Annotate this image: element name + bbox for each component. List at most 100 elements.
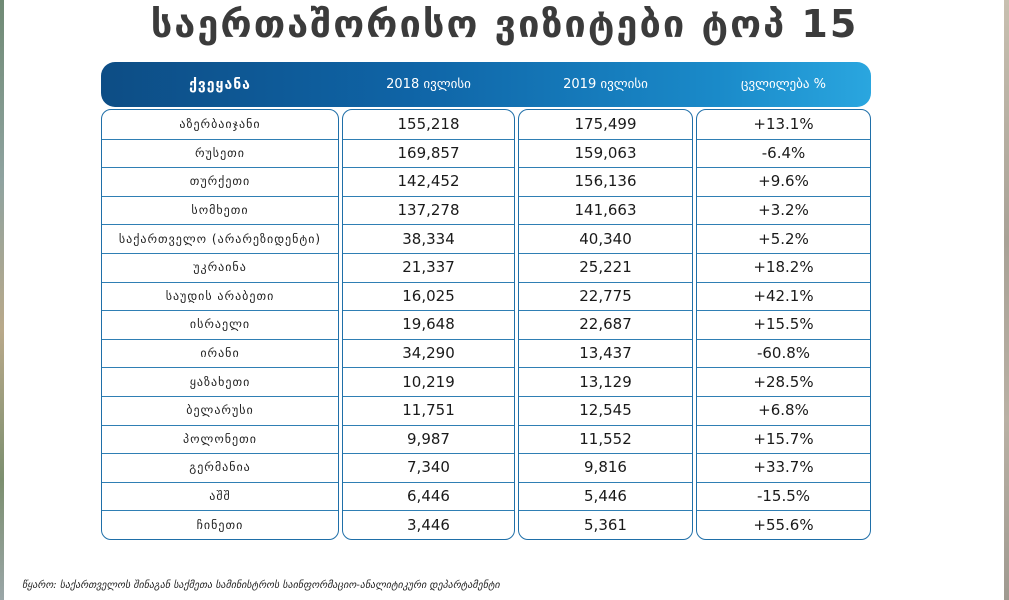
row-divider [519, 396, 692, 397]
row-divider [102, 367, 338, 369]
value-2018-cell: 142,452 [397, 172, 460, 191]
row-divider [343, 138, 514, 140]
row-divider [519, 481, 692, 483]
row-divider [102, 224, 338, 226]
value-2018-cell: 19,648 [402, 315, 455, 334]
row-divider [102, 281, 338, 283]
value-2019-cell: 5,446 [584, 487, 627, 506]
change-cell: +42.1% [753, 286, 814, 305]
value-2018-cell: 3,446 [407, 515, 450, 534]
row-divider [697, 396, 870, 397]
value-2018-cell: 169,857 [397, 143, 460, 162]
country-cell: ყაზახეთი [189, 374, 251, 389]
row-divider [102, 396, 338, 397]
value-2019-cell: 159,063 [574, 143, 637, 162]
change-cell: +28.5% [753, 372, 814, 391]
header-2018: 2018 ივლისი [386, 77, 471, 92]
value-2019-cell: 13,129 [579, 372, 632, 391]
value-2018-cell: 38,334 [402, 229, 455, 248]
change-cell: +15.7% [753, 429, 814, 448]
row-divider [519, 338, 692, 340]
value-2018-cell: 155,218 [397, 115, 460, 134]
change-cell: +55.6% [753, 515, 814, 534]
value-2019-cell: 12,545 [579, 401, 632, 420]
row-divider [519, 510, 692, 512]
change-cell: +6.8% [758, 401, 809, 420]
value-2018-cell: 9,987 [407, 429, 450, 448]
country-cell: ისრაელი [189, 317, 251, 332]
value-2018-cell: 21,337 [402, 258, 455, 277]
row-divider [343, 253, 514, 254]
change-cell: +18.2% [753, 258, 814, 277]
value-2019-cell: 156,136 [574, 172, 637, 191]
right-edge-decoration [1004, 0, 1009, 600]
value-2018-cell: 10,219 [402, 372, 455, 391]
row-divider [343, 167, 514, 169]
value-2018-cell: 11,751 [402, 401, 455, 420]
row-divider [102, 510, 338, 512]
value-2018-cell: 6,446 [407, 487, 450, 506]
row-divider [343, 396, 514, 397]
row-divider [697, 453, 870, 455]
row-divider [697, 281, 870, 283]
change-column: +13.1% -6.4% +9.6% +3.2% +5.2% +18.2% +42.1% +1… [696, 109, 871, 540]
row-divider [697, 310, 870, 312]
row-divider [102, 338, 338, 340]
page-title: საერთაშორისო ვიზიტები ტოპ 15 [150, 2, 859, 46]
row-divider [102, 167, 338, 169]
value-2019-cell: 22,775 [579, 286, 632, 305]
row-divider [343, 510, 514, 512]
country-column: აზერბაიჯანი რუსეთი თურქეთი სომხეთი საქართველ… [101, 109, 339, 540]
left-edge-decoration [0, 0, 4, 600]
value-2019-cell: 9,816 [584, 458, 627, 477]
row-divider [697, 224, 870, 226]
row-divider [697, 424, 870, 426]
country-cell: სომხეთი [191, 203, 249, 218]
value-2018-cell: 137,278 [397, 201, 460, 220]
row-divider [343, 424, 514, 426]
country-cell: ბელარუსი [186, 403, 254, 418]
row-divider [102, 138, 338, 140]
country-cell: საუდის არაბეთი [165, 288, 275, 303]
row-divider [697, 138, 870, 140]
country-cell: აზერბაიჯანი [179, 117, 261, 132]
change-cell: +5.2% [758, 229, 809, 248]
row-divider [697, 367, 870, 369]
row-divider [343, 453, 514, 455]
value-2019-cell: 11,552 [579, 429, 632, 448]
row-divider [102, 310, 338, 312]
row-divider [343, 195, 514, 197]
row-divider [519, 424, 692, 426]
change-cell: -60.8% [756, 344, 811, 363]
country-cell: უკრაინა [193, 260, 247, 275]
country-cell: აშშ [209, 489, 231, 504]
country-cell: გერმანია [189, 460, 251, 475]
value-2019-cell: 13,437 [579, 344, 632, 363]
row-divider [343, 281, 514, 283]
change-cell: -6.4% [761, 143, 806, 162]
header-change: ცვლილება % [741, 77, 826, 92]
change-cell: +9.6% [758, 172, 809, 191]
row-divider [519, 224, 692, 226]
row-divider [102, 453, 338, 455]
value-2018-cell: 7,340 [407, 458, 450, 477]
country-cell: ირანი [200, 346, 240, 361]
row-divider [343, 367, 514, 369]
change-cell: +15.5% [753, 315, 814, 334]
change-cell: -15.5% [756, 487, 811, 506]
value-2019-cell: 141,663 [574, 201, 637, 220]
row-divider [343, 481, 514, 483]
value-2019-cell: 22,687 [579, 315, 632, 334]
country-cell: რუსეთი [194, 145, 245, 160]
row-divider [519, 310, 692, 312]
value-2019-cell: 175,499 [574, 115, 637, 134]
july-2019-column: 175,499 159,063 156,136 141,663 40,340 25,221… [518, 109, 693, 540]
country-cell: თურქეთი [189, 174, 251, 189]
change-cell: +33.7% [753, 458, 814, 477]
row-divider [519, 453, 692, 455]
row-divider [697, 253, 870, 254]
row-divider [102, 253, 338, 254]
row-divider [519, 281, 692, 283]
row-divider [519, 253, 692, 254]
row-divider [519, 138, 692, 140]
